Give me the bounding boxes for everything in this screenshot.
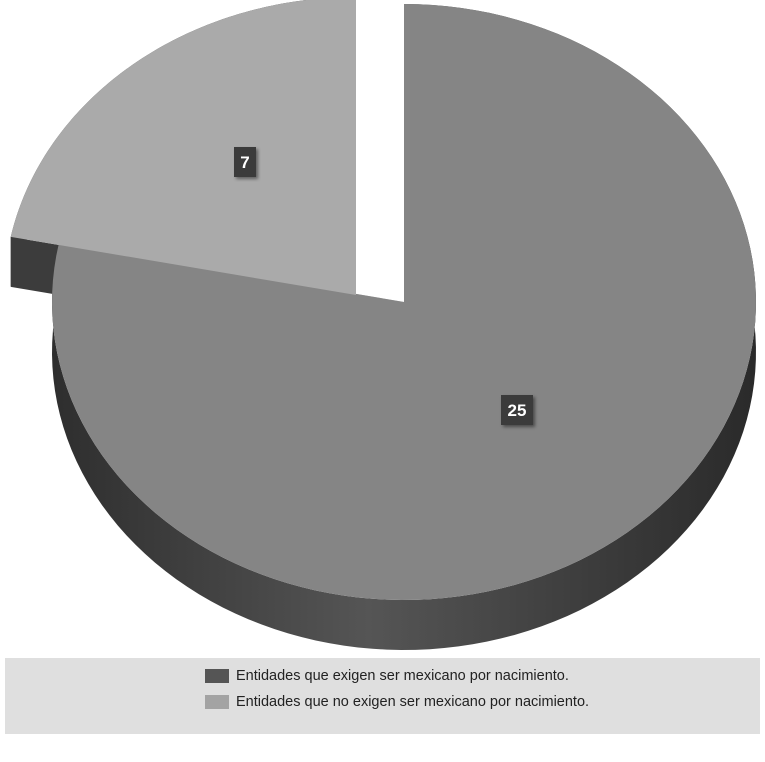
pie-slice-1 <box>10 0 356 295</box>
legend-swatch-no-exigen <box>205 695 229 709</box>
legend: Entidades que exigen ser mexicano por na… <box>5 658 760 734</box>
legend-item-exigen: Entidades que exigen ser mexicano por na… <box>205 668 569 684</box>
pie-slice-0 <box>52 4 756 600</box>
data-label-box-0 <box>501 395 533 425</box>
pie-chart: 25 7 <box>10 0 756 650</box>
data-label-0: 25 <box>508 401 527 420</box>
data-label-1: 7 <box>240 153 249 172</box>
legend-swatch-exigen <box>205 669 229 683</box>
legend-item-no-exigen: Entidades que no exigen ser mexicano por… <box>205 694 589 710</box>
legend-label-exigen: Entidades que exigen ser mexicano por na… <box>236 668 569 684</box>
legend-label-no-exigen: Entidades que no exigen ser mexicano por… <box>236 694 590 710</box>
data-label-box-1 <box>234 147 256 177</box>
